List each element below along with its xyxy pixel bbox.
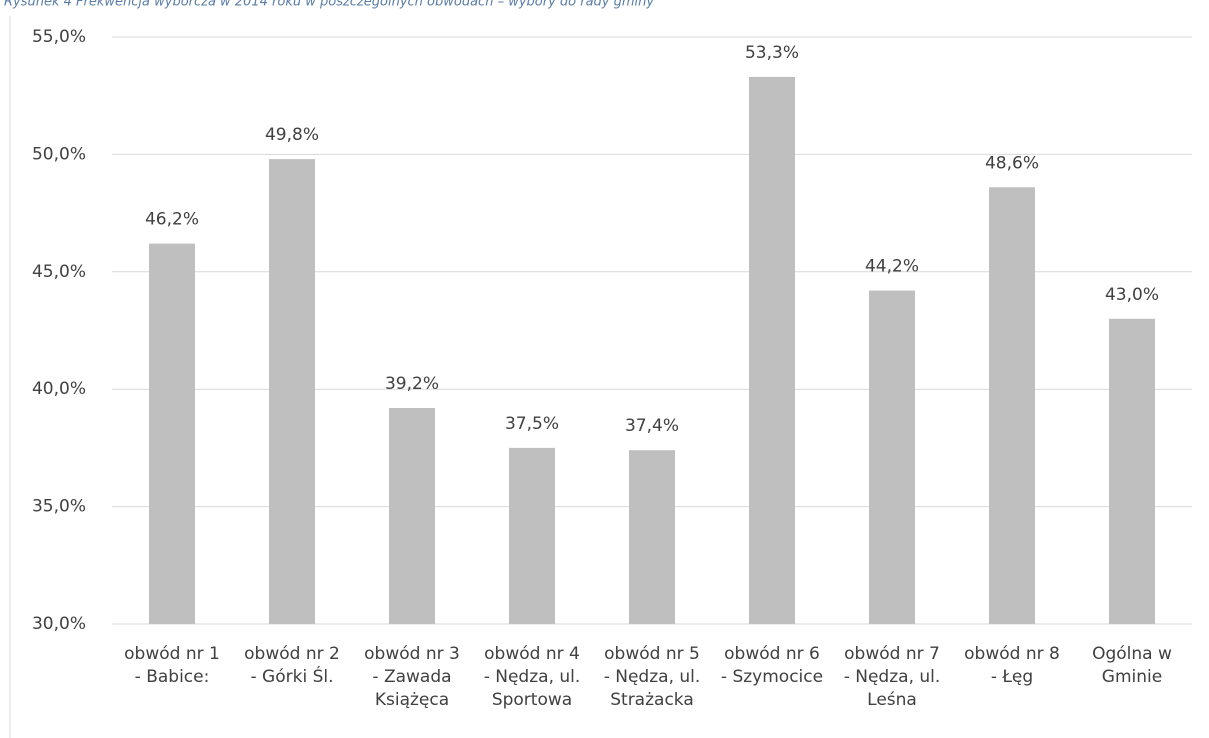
data-label: 37,4%	[625, 416, 679, 436]
x-tick-label: Strażacka	[610, 690, 694, 710]
x-tick-label: Książęca	[375, 690, 449, 710]
x-tick-label: - Nędza, ul.	[604, 667, 701, 687]
y-tick-label: 45,0%	[32, 262, 86, 282]
data-label: 49,8%	[265, 125, 319, 145]
y-tick-label: 50,0%	[32, 144, 86, 164]
x-tick-label: - Zawada	[372, 667, 451, 687]
data-label: 46,2%	[145, 210, 199, 230]
data-label: 48,6%	[985, 153, 1039, 173]
x-tick-label: - Górki Śl.	[251, 665, 334, 687]
x-tick-label: obwód nr 3	[364, 644, 460, 664]
bar	[749, 76, 795, 624]
chart-title: Rysunek 4 Frekwencja wyborcza w 2014 rok…	[4, 0, 654, 10]
x-tick-label: - Babice:	[135, 667, 210, 687]
data-label: 39,2%	[385, 374, 439, 394]
bar	[149, 243, 195, 624]
x-tick-label: obwód nr 8	[964, 644, 1060, 664]
x-tick-label: - Nędza, ul.	[484, 667, 581, 687]
bar	[509, 447, 555, 624]
x-tick-label: obwód nr 6	[724, 644, 820, 664]
bar	[389, 407, 435, 624]
bar	[1109, 318, 1155, 624]
x-tick-label: - Nędza, ul.	[844, 667, 941, 687]
x-tick-label: obwód nr 2	[244, 644, 340, 664]
x-tick-label: - Łęg	[991, 667, 1033, 687]
bar	[269, 159, 315, 624]
x-tick-label: obwód nr 5	[604, 644, 700, 664]
x-tick-label: Ogólna w	[1092, 644, 1172, 664]
x-tick-label: Sportowa	[492, 690, 572, 710]
data-label: 37,5%	[505, 414, 559, 434]
x-tick-label: Leśna	[867, 690, 917, 710]
x-tick-label: obwód nr 7	[844, 644, 940, 664]
y-tick-label: 55,0%	[32, 27, 86, 47]
bar	[629, 450, 675, 624]
bar	[989, 187, 1035, 624]
x-tick-label: Gminie	[1102, 667, 1162, 687]
x-tick-label: obwód nr 1	[124, 644, 220, 664]
y-tick-label: 35,0%	[32, 497, 86, 517]
data-label: 43,0%	[1105, 285, 1159, 305]
x-tick-label: obwód nr 4	[484, 644, 580, 664]
x-tick-label: - Szymocice	[721, 667, 823, 687]
data-label: 44,2%	[865, 257, 919, 277]
data-label: 53,3%	[745, 43, 799, 63]
bar	[869, 290, 915, 624]
y-tick-label: 40,0%	[32, 379, 86, 399]
y-tick-label: 30,0%	[32, 614, 86, 634]
